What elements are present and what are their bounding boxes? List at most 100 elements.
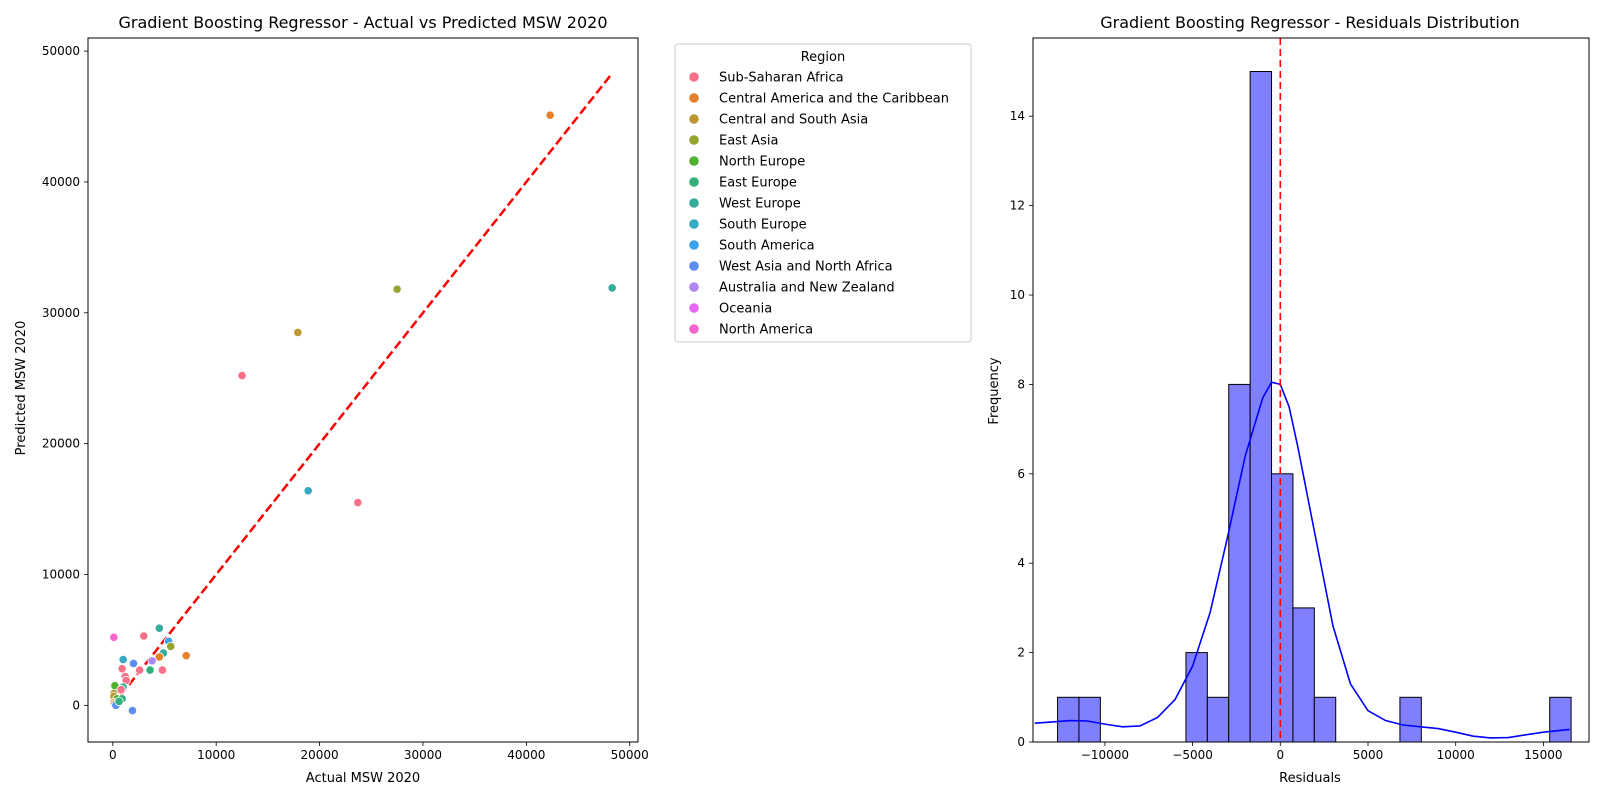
histogram-bar [1206, 696, 1230, 742]
scatter-y-tick-label: 30000 [42, 306, 80, 320]
scatter-y-tick-label: 50000 [42, 44, 80, 58]
histogram-y-tick-label: 2 [1017, 646, 1025, 660]
scatter-y-tick-label: 0 [72, 698, 80, 712]
identity-reference-line [111, 72, 614, 707]
scatter-point [237, 371, 247, 381]
histogram-y-tick-label: 6 [1017, 467, 1025, 481]
legend-entry-label: Oceania [719, 302, 772, 317]
histogram-chart-title: Gradient Boosting Regressor - Residuals … [1100, 13, 1520, 32]
scatter-series-group [109, 72, 617, 716]
legend-entry-label: South Europe [719, 218, 807, 233]
scatter-x-tick-label: 40000 [507, 748, 545, 762]
scatter-x-tick-label: 0 [109, 748, 117, 762]
scatter-point [135, 665, 145, 675]
histogram-axes-frame [1032, 37, 1590, 743]
scatter-point [109, 632, 119, 642]
legend-marker [689, 114, 699, 124]
scatter-point [147, 656, 157, 666]
scatter-plot-area: 0 10000 20000 30000 40000 50000 0 10000 20000 300… [42, 37, 649, 762]
scatter-axes-frame [87, 37, 639, 743]
legend-marker [689, 324, 699, 334]
scatter-point [154, 623, 164, 633]
legend-entry-label: South America [719, 239, 815, 254]
kde-curve [1034, 381, 1570, 739]
histogram-x-tick-label: −10000 [1081, 748, 1129, 762]
histogram-bar [1078, 696, 1101, 742]
histogram-bar [1185, 652, 1208, 742]
scatter-y-tick-label: 40000 [42, 175, 80, 189]
histogram-y-tick-label: 14 [1010, 109, 1025, 123]
region-legend: Region Sub-Saharan Africa Central America… [674, 43, 972, 343]
legend-entry-label: Central America and the Caribbean [719, 92, 949, 107]
scatter-x-tick-label: 30000 [404, 748, 442, 762]
histogram-series-group [1034, 38, 1572, 742]
scatter-point [117, 664, 127, 674]
legend-frame [674, 43, 972, 343]
histogram-y-tick-label: 4 [1017, 556, 1025, 570]
legend-entry-label: North America [719, 323, 813, 338]
scatter-x-axis-label: Actual MSW 2020 [306, 771, 420, 786]
histogram-bar [1549, 696, 1572, 742]
scatter-point [181, 651, 191, 661]
scatter-point [145, 665, 155, 675]
scatter-point [353, 497, 363, 508]
histogram-y-tick-label: 12 [1010, 199, 1025, 213]
legend-marker [689, 135, 699, 145]
histogram-bar [1399, 696, 1422, 742]
histogram-x-tick-label: 10000 [1437, 748, 1475, 762]
scatter-point [128, 658, 139, 669]
legend-entries: Sub-Saharan Africa Central America and th… [689, 71, 949, 338]
histogram-y-tick-label: 10 [1010, 288, 1025, 302]
scatter-y-axis-label: Predicted MSW 2020 [14, 321, 29, 456]
scatter-point [607, 283, 617, 293]
histogram-x-tick-label: 5000 [1353, 748, 1384, 762]
legend-entry-label: North Europe [719, 155, 805, 170]
scatter-chart-title: Gradient Boosting Regressor - Actual vs … [118, 13, 607, 32]
histogram-y-tick-label: 0 [1017, 735, 1025, 749]
legend-marker [689, 261, 699, 271]
legend-title: Region [801, 50, 846, 65]
histogram-x-tick-label: 15000 [1524, 748, 1562, 762]
scatter-x-tick-label: 50000 [611, 748, 649, 762]
scatter-x-tick-label: 20000 [300, 748, 338, 762]
histogram-bar [1313, 696, 1337, 742]
histogram-x-axis-label: Residuals [1279, 771, 1341, 786]
legend-marker [689, 93, 699, 103]
legend-entry-label: Sub-Saharan Africa [719, 71, 844, 86]
legend-marker [689, 177, 699, 187]
legend-marker [689, 72, 699, 82]
scatter-point [127, 705, 138, 716]
scatter-x-tick-label: 10000 [197, 748, 235, 762]
legend-marker [689, 240, 699, 250]
histogram-x-tick-label: 0 [1276, 748, 1284, 762]
scatter-point [118, 654, 128, 665]
histogram-chart: Gradient Boosting Regressor - Residuals … [987, 13, 1590, 786]
histogram-bar [1228, 383, 1251, 742]
legend-entry-label: East Europe [719, 176, 797, 191]
histogram-bar [1057, 696, 1080, 742]
legend-entry-label: Central and South Asia [719, 113, 868, 128]
scatter-point [392, 284, 402, 294]
legend-marker [689, 282, 699, 292]
scatter-point [293, 327, 303, 338]
scatter-y-tick-label: 10000 [42, 568, 80, 582]
scatter-point [545, 110, 555, 120]
legend-marker [689, 156, 699, 166]
scatter-y-tick-label: 20000 [42, 437, 80, 451]
scatter-point [116, 685, 126, 695]
legend-entry-label: East Asia [719, 134, 778, 149]
scatter-point [303, 486, 313, 496]
histogram-y-tick-label: 8 [1017, 377, 1025, 391]
scatter-point [139, 631, 149, 641]
histogram-x-tick-label: −5000 [1172, 748, 1213, 762]
legend-entry-label: West Europe [719, 197, 801, 212]
scatter-point [154, 652, 164, 662]
legend-marker [689, 303, 699, 313]
scatter-chart: Gradient Boosting Regressor - Actual vs … [14, 13, 649, 786]
legend-marker [689, 219, 699, 229]
histogram-bar [1292, 607, 1315, 742]
histogram-bar [1271, 473, 1294, 742]
scatter-point [166, 641, 176, 652]
legend-entry-label: Australia and New Zealand [719, 281, 895, 296]
